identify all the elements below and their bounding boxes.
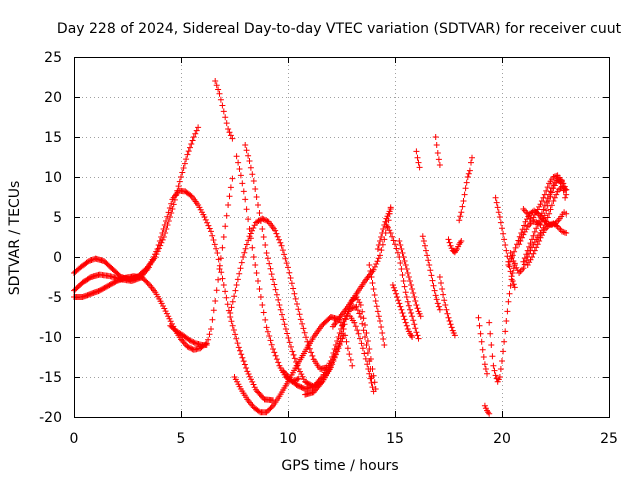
marker-plus — [445, 236, 465, 256]
series-arc-25 — [475, 314, 490, 377]
series-arc-21 — [432, 134, 443, 168]
y-axis-tick-labels: 25 20 15 10 5 0 -5 -10 -15 -20 — [39, 50, 62, 426]
x-tick-label: 25 — [600, 431, 618, 447]
series-arc-18 — [396, 238, 424, 320]
marker-plus — [383, 222, 422, 342]
marker-plus — [475, 314, 490, 377]
series-arc-16 — [383, 222, 422, 342]
y-tick-label: 15 — [44, 130, 62, 146]
marker-plus — [71, 187, 276, 404]
marker-plus — [520, 172, 570, 224]
y-tick-label: 25 — [44, 50, 62, 66]
series-arc-23 — [445, 236, 465, 256]
series-arc-14 — [374, 206, 394, 252]
marker-plus — [71, 124, 202, 283]
series-arc-11 — [302, 294, 379, 398]
series-arc-9 — [231, 314, 356, 416]
y-tick-label: 5 — [53, 210, 62, 226]
series-arc-13 — [347, 313, 377, 395]
marker-plus — [329, 204, 394, 330]
series-arc-3 — [71, 187, 276, 404]
marker-plus — [302, 294, 379, 398]
grid-lines — [74, 57, 609, 417]
series-arc-33 — [524, 220, 570, 268]
series-arc-8 — [227, 215, 330, 372]
marker-plus — [389, 282, 416, 340]
marker-plus — [492, 194, 518, 291]
marker-plus — [242, 142, 347, 390]
marker-plus — [231, 314, 356, 416]
series-arc-12 — [329, 204, 394, 330]
series-arc-26 — [481, 402, 493, 417]
x-tick-label: 10 — [279, 431, 297, 447]
marker-plus — [227, 215, 330, 372]
data-markers — [71, 78, 570, 417]
marker-plus — [374, 206, 394, 252]
chart-title: Day 228 of 2024, Sidereal Day-to-day VTE… — [57, 21, 622, 37]
marker-plus — [481, 402, 493, 417]
x-tick-label: 5 — [177, 431, 186, 447]
series-arc-17 — [389, 282, 416, 340]
series-arc-15 — [366, 262, 388, 348]
x-axis-tick-labels: 0 5 10 15 20 25 — [70, 431, 618, 447]
marker-plus — [413, 148, 423, 171]
marker-plus — [167, 175, 236, 348]
y-tick-label: -10 — [39, 330, 62, 346]
x-tick-label: 0 — [70, 431, 79, 447]
marker-plus — [432, 134, 443, 168]
series-arc-2 — [71, 124, 202, 283]
y-tick-label: -5 — [48, 290, 62, 306]
series-arc-34 — [520, 172, 570, 224]
marker-plus — [347, 313, 377, 395]
y-axis-label: SDTVAR / TECUs — [7, 181, 23, 296]
series-arc-22 — [436, 274, 458, 339]
series-arc-28 — [492, 194, 518, 291]
x-tick-label: 20 — [493, 431, 511, 447]
y-tick-label: 20 — [44, 90, 62, 106]
marker-plus — [524, 220, 570, 268]
marker-plus — [436, 274, 458, 339]
series-arc-20 — [413, 148, 423, 171]
marker-plus — [396, 238, 424, 320]
x-tick-label: 15 — [386, 431, 404, 447]
series-arc-4 — [167, 175, 236, 348]
marker-plus — [456, 154, 475, 224]
marker-plus — [366, 262, 388, 348]
x-axis-label: GPS time / hours — [281, 458, 398, 474]
series-arc-7 — [242, 142, 347, 390]
axis-ticks — [74, 57, 610, 418]
marker-plus — [212, 78, 236, 142]
marker-plus — [419, 233, 443, 313]
y-tick-label: 0 — [53, 250, 62, 266]
series-arc-24 — [456, 154, 475, 224]
y-tick-label: 10 — [44, 170, 62, 186]
series-arc-27 — [486, 260, 518, 385]
y-tick-label: -20 — [39, 410, 62, 426]
series-arc-19 — [419, 233, 443, 313]
y-tick-label: -15 — [39, 370, 62, 386]
plot-frame — [74, 57, 610, 418]
marker-plus — [486, 260, 518, 385]
series-arc-5 — [212, 78, 236, 142]
